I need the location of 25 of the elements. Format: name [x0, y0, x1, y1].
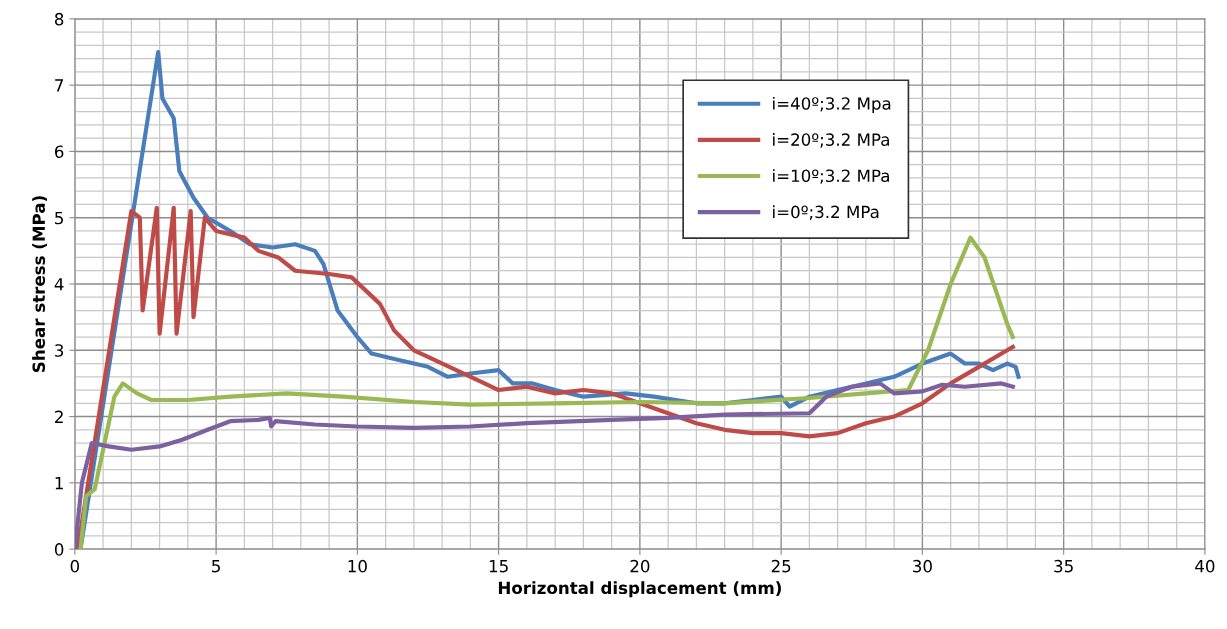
x-tick-label: 25 — [771, 559, 791, 573]
legend-label: i=40º;3.2 Mpa — [773, 96, 891, 114]
x-axis-title: Horizontal displacement (mm) — [498, 581, 781, 598]
y-tick-label: 5 — [55, 211, 63, 225]
x-tick-label: 0 — [70, 559, 80, 573]
x-tick-label: 15 — [489, 560, 508, 573]
y-axis-title: Shear stress (MPa) — [32, 196, 47, 372]
x-tick-label: 35 — [1054, 559, 1073, 573]
x-tick-label: 10 — [348, 559, 367, 573]
y-tick-label: 1 — [55, 477, 63, 490]
legend-label: i=20º;3.2 MPa — [773, 133, 889, 148]
y-tick-label: 2 — [55, 410, 63, 423]
x-tick-label: 5 — [212, 560, 220, 573]
line-series — [74, 381, 1015, 550]
y-tick-label: 6 — [54, 145, 64, 158]
x-tick-label: 40 — [1195, 559, 1215, 573]
x-tick-label: 20 — [630, 559, 650, 573]
legend-label: i=10º;3.2 MPa — [773, 169, 889, 184]
y-tick-label: 8 — [54, 12, 64, 26]
y-tick-label: 3 — [55, 344, 64, 357]
legend-label: i=0º;3.2 MPa — [773, 205, 879, 220]
y-tick-label: 7 — [55, 79, 64, 92]
y-tick-label: 4 — [54, 278, 64, 291]
x-tick-label: 30 — [913, 559, 932, 573]
y-tick-label: 0 — [54, 543, 64, 556]
